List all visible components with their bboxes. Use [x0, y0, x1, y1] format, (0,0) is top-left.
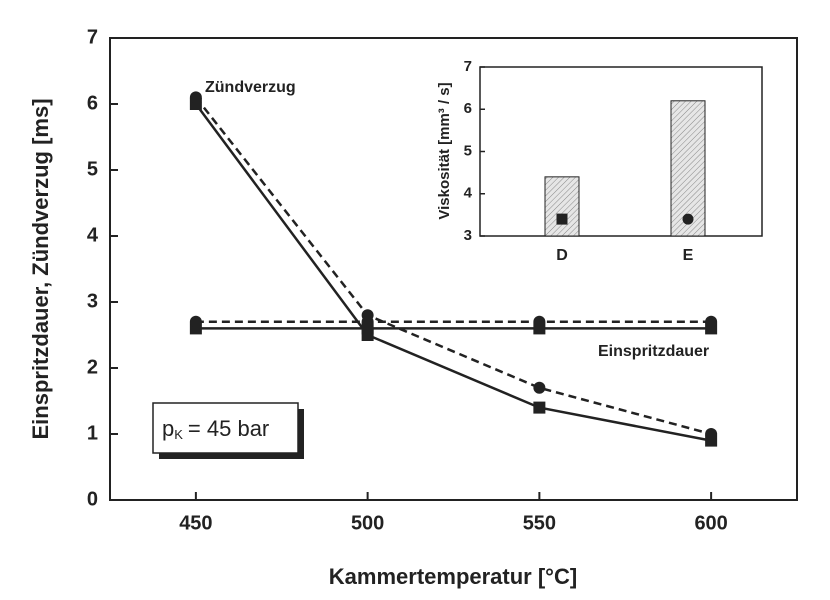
- marker: [189, 91, 202, 104]
- marker: [705, 428, 718, 440]
- x-tick-label: E: [683, 247, 694, 264]
- marker: [556, 213, 568, 225]
- y-tick-label: 7: [464, 58, 472, 75]
- y-tick-label: 1: [87, 422, 98, 444]
- x-tick-label: 600: [694, 512, 727, 534]
- pressure-label: pK = 45 bar: [162, 416, 269, 443]
- marker: [533, 381, 546, 394]
- line: [194, 96, 712, 436]
- y-tick-label: 4: [87, 224, 99, 246]
- marker: [361, 315, 374, 328]
- marker: [189, 315, 202, 328]
- y-tick-label: 5: [87, 158, 98, 180]
- marker: [533, 315, 546, 328]
- plot-frame: [109, 37, 798, 501]
- marker: [682, 213, 694, 225]
- y-tick-label: 3: [464, 227, 472, 244]
- y-tick-label: 4: [464, 185, 473, 202]
- y-tick-label: 5: [464, 142, 472, 159]
- inset-frame: [479, 66, 763, 237]
- annotation: Einspritzdauer: [598, 343, 709, 360]
- x-tick-label: D: [556, 247, 568, 264]
- bar: [544, 176, 580, 237]
- label-box: [152, 402, 299, 454]
- pressure-subscript: K: [174, 427, 183, 442]
- x-tick-label: 450: [179, 512, 212, 534]
- y-axis-label: Einspritzdauer, Zündverzug [ms]: [28, 98, 53, 439]
- y-tick-label: 7: [87, 26, 98, 48]
- y-tick-label: 2: [87, 356, 98, 378]
- y-tick-label: 6: [87, 92, 98, 114]
- x-tick-label: 500: [351, 512, 384, 534]
- y-tick-label: 3: [87, 290, 98, 312]
- marker: [533, 401, 546, 414]
- bar: [670, 100, 706, 237]
- annotation: Zündverzug: [205, 79, 296, 96]
- marker: [705, 315, 718, 328]
- x-tick-label: 550: [523, 512, 556, 534]
- inset-y-axis-label: Viskosität [mm³ / s]: [436, 82, 453, 219]
- x-axis-label: Kammertemperatur [°C]: [329, 564, 577, 589]
- pressure-text: = 45 bar: [188, 416, 269, 441]
- line: [194, 103, 712, 442]
- y-tick-label: 0: [87, 488, 98, 510]
- pressure-symbol: p: [162, 416, 174, 441]
- y-tick-label: 6: [464, 100, 472, 117]
